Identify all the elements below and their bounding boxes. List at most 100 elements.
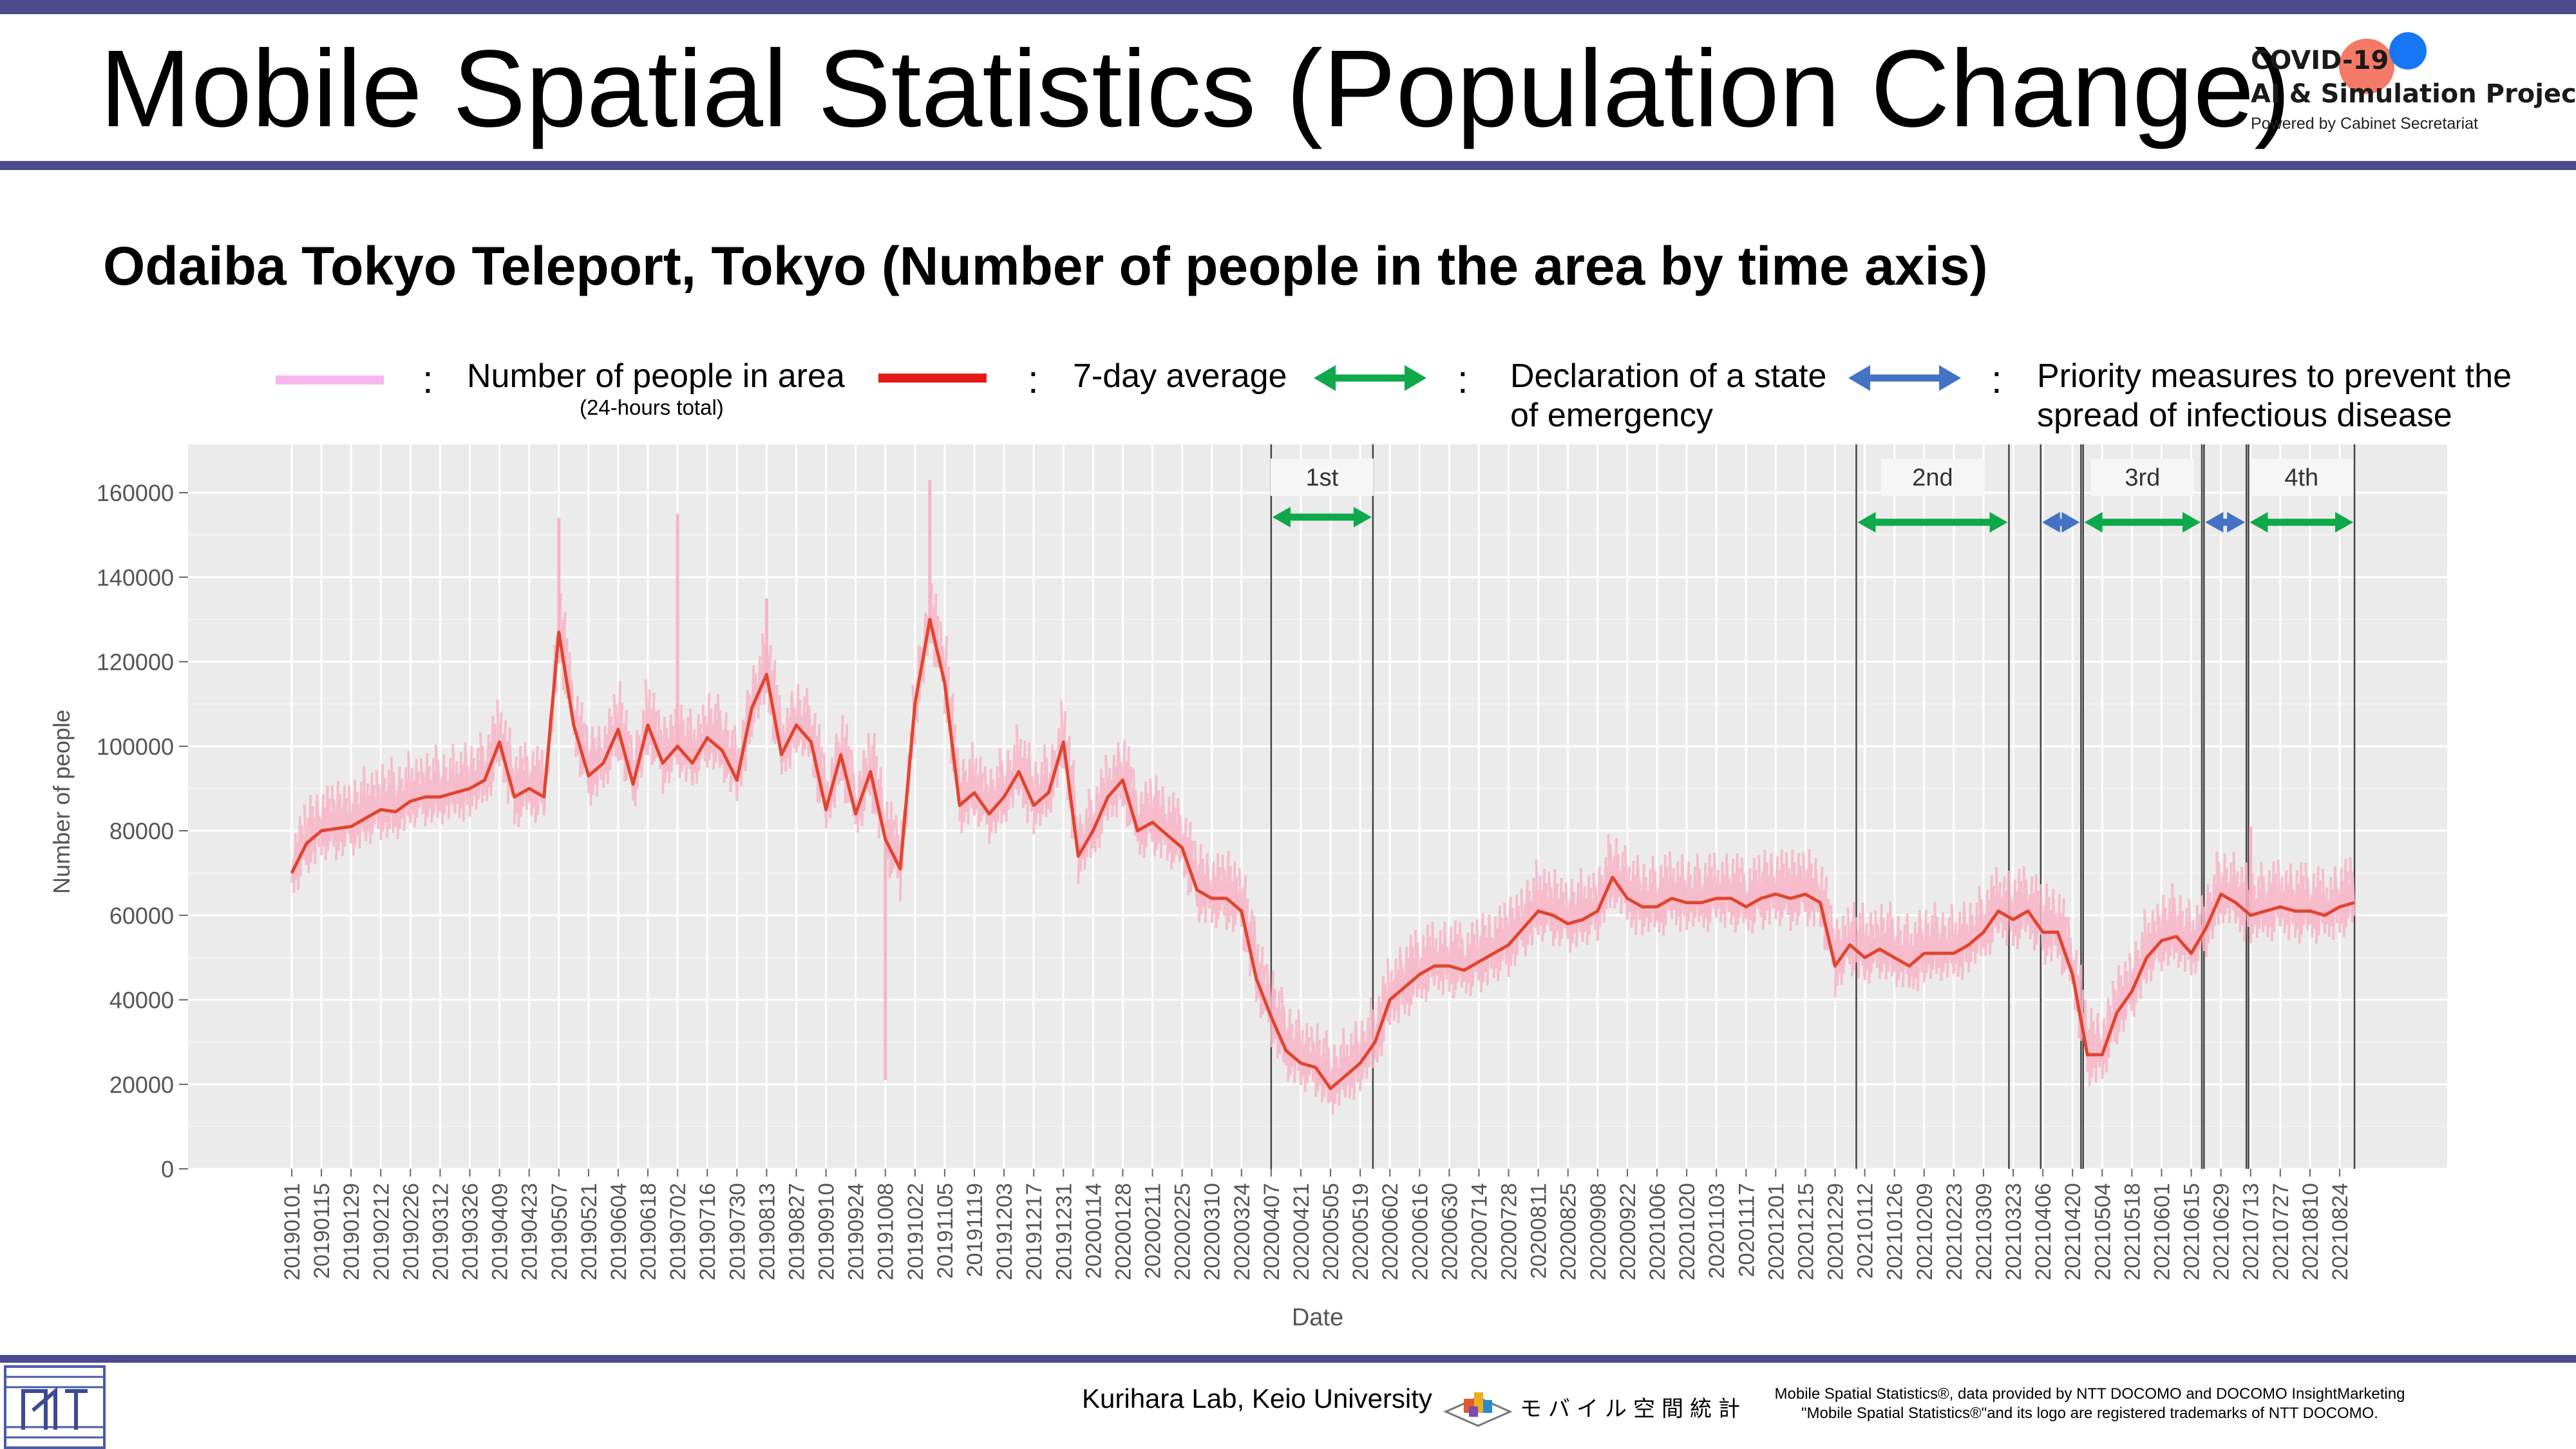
x-tick-label: 20200421 [1289,1183,1314,1280]
x-tick-label: 20210309 [1972,1183,1996,1280]
x-tick-label: 20191008 [874,1183,898,1280]
y-tick-label: 0 [161,1156,174,1182]
y-tick-label: 20000 [109,1072,174,1098]
x-tick-label: 20200630 [1437,1183,1462,1280]
x-tick-label: 20200114 [1081,1183,1106,1279]
x-tick-label: 20190924 [844,1183,869,1280]
x-tick-label: 20210810 [2298,1183,2323,1280]
brand-logo-blue-dot [2389,32,2427,70]
legend-label-emergency-1: Declaration of a state [1510,357,1827,395]
x-tick-label: 20210112 [1853,1183,1878,1279]
footer-lab: Kurihara Lab, Keio University [1082,1383,1432,1414]
x-tick-label: 20191105 [933,1183,958,1279]
x-tick-label: 20201215 [1794,1183,1818,1280]
period-arrow-head [1857,512,1876,533]
period-label: 1st [1306,464,1339,491]
x-tick-label: 20210223 [1942,1183,1967,1280]
x-tick-label: 20190115 [310,1183,334,1279]
legend-colon: : [422,358,433,401]
x-tick-label: 20190813 [755,1183,779,1280]
x-tick-label: 20200519 [1349,1183,1373,1280]
period-label-box [1270,459,1374,496]
x-tick-label: 20191231 [1052,1183,1076,1280]
legend-colon: : [1991,358,2002,401]
x-tick-label: 20190618 [636,1183,661,1280]
x-tick-label: 20190521 [577,1183,601,1280]
x-tick-label: 20191119 [963,1183,987,1277]
x-tick-label: 20201201 [1764,1183,1788,1280]
x-tick-label: 20190101 [280,1183,305,1280]
x-tick-label: 20200728 [1497,1183,1522,1280]
legend-colon: : [1028,358,1039,401]
x-tick-label: 20200407 [1260,1183,1284,1280]
x-tick-label: 20190326 [459,1183,483,1280]
x-tick-label: 20210406 [2031,1183,2056,1280]
x-tick-label: 20200811 [1527,1183,1551,1279]
x-tick-label: 20190212 [369,1183,393,1280]
brand-line2: AI & Simulation Project [2251,79,2576,109]
brand-block: COVID-19 AI & Simulation Project Powered… [2251,44,2576,133]
y-tick-label: 100000 [97,734,174,760]
period-arrow-head [2061,512,2080,533]
legend-arrow-blue-icon [1848,365,1961,391]
x-tick-label: 20191022 [904,1183,928,1280]
period-arrow-head [1989,512,2008,533]
period-label: 2nd [1912,464,1953,491]
period-arrow-head [1272,507,1291,527]
x-tick-label: 20190409 [488,1183,513,1280]
y-tick-label: 60000 [109,902,174,929]
legend-label-emergency-2: of emergency [1510,397,1714,434]
legend-label-daily: Number of people in area [467,357,845,395]
period-label-box [2090,459,2194,496]
x-tick-label: 20190910 [815,1183,839,1280]
x-tick-label: 20190507 [547,1183,572,1280]
legend-swatch-average [878,374,987,383]
x-tick-label: 20201006 [1645,1183,1670,1280]
legend-swatch-daily [276,375,384,384]
period-arrow-head [2227,512,2246,533]
x-tick-label: 20210126 [1883,1183,1908,1280]
seven-day-average-line [290,618,2355,1090]
period-arrow-head [1353,507,1372,527]
x-tick-label: 20210601 [2150,1183,2174,1280]
x-tick-label: 20190827 [784,1183,809,1280]
x-tick-label: 20200616 [1408,1183,1432,1280]
footer-note: Mobile Spatial Statistics®, data provide… [1736,1385,2444,1423]
footer-logo-text: モバイル空間統計 [1520,1397,1747,1421]
x-tick-label: 20201103 [1705,1183,1729,1279]
x-tick-label: 20190423 [518,1183,542,1280]
x-tick-label: 20190702 [666,1183,690,1280]
y-tick-label: 40000 [109,987,174,1014]
header-divider [0,161,2576,170]
x-tick-label: 20200211 [1141,1183,1166,1279]
x-tick-label: 20200908 [1586,1183,1611,1280]
page-title: Mobile Spatial Statistics (Population Ch… [100,28,2291,150]
x-tick-label: 20200922 [1616,1183,1640,1280]
brand-sub: Powered by Cabinet Secretariat [2251,115,2478,133]
x-tick-label: 20190226 [399,1183,423,1280]
x-tick-label: 20200310 [1200,1183,1225,1280]
x-tick-label: 20210713 [2239,1183,2264,1280]
legend-colon: : [1457,358,1468,401]
period-arrow-head [2084,512,2103,533]
population-chart: 0 20000 40000 60000 80000 100000 120000 140000 1… [48,444,2447,1331]
x-tick-label: 20210518 [2120,1183,2145,1280]
period-label: 3rd [2125,464,2160,491]
x-tick-label: 20190312 [428,1183,453,1280]
brand-logo-red-dot [2339,39,2394,94]
brand-line1: COVID-19 [2251,46,2389,75]
period-arrow-head [2335,512,2354,533]
x-tick-label: 20210323 [2002,1183,2026,1280]
x-tick-label: 20210209 [1913,1183,1937,1280]
period-label: 4th [2284,464,2318,491]
period-label-box [2249,459,2353,496]
chart-subtitle: Odaiba Tokyo Teleport, Tokyo (Number of … [103,236,1988,296]
legend-label-priority-2: spread of infectious disease [2037,397,2452,434]
x-tick-label: 20190716 [696,1183,720,1280]
x-tick-label: 20201117 [1734,1183,1759,1277]
x-tick-label: 20200225 [1171,1183,1195,1280]
x-tick-label: 20190129 [339,1183,364,1280]
y-tick-label: 140000 [97,564,174,591]
x-tick-label: 20210727 [2269,1183,2293,1280]
x-tick-label: 20201020 [1675,1183,1700,1280]
